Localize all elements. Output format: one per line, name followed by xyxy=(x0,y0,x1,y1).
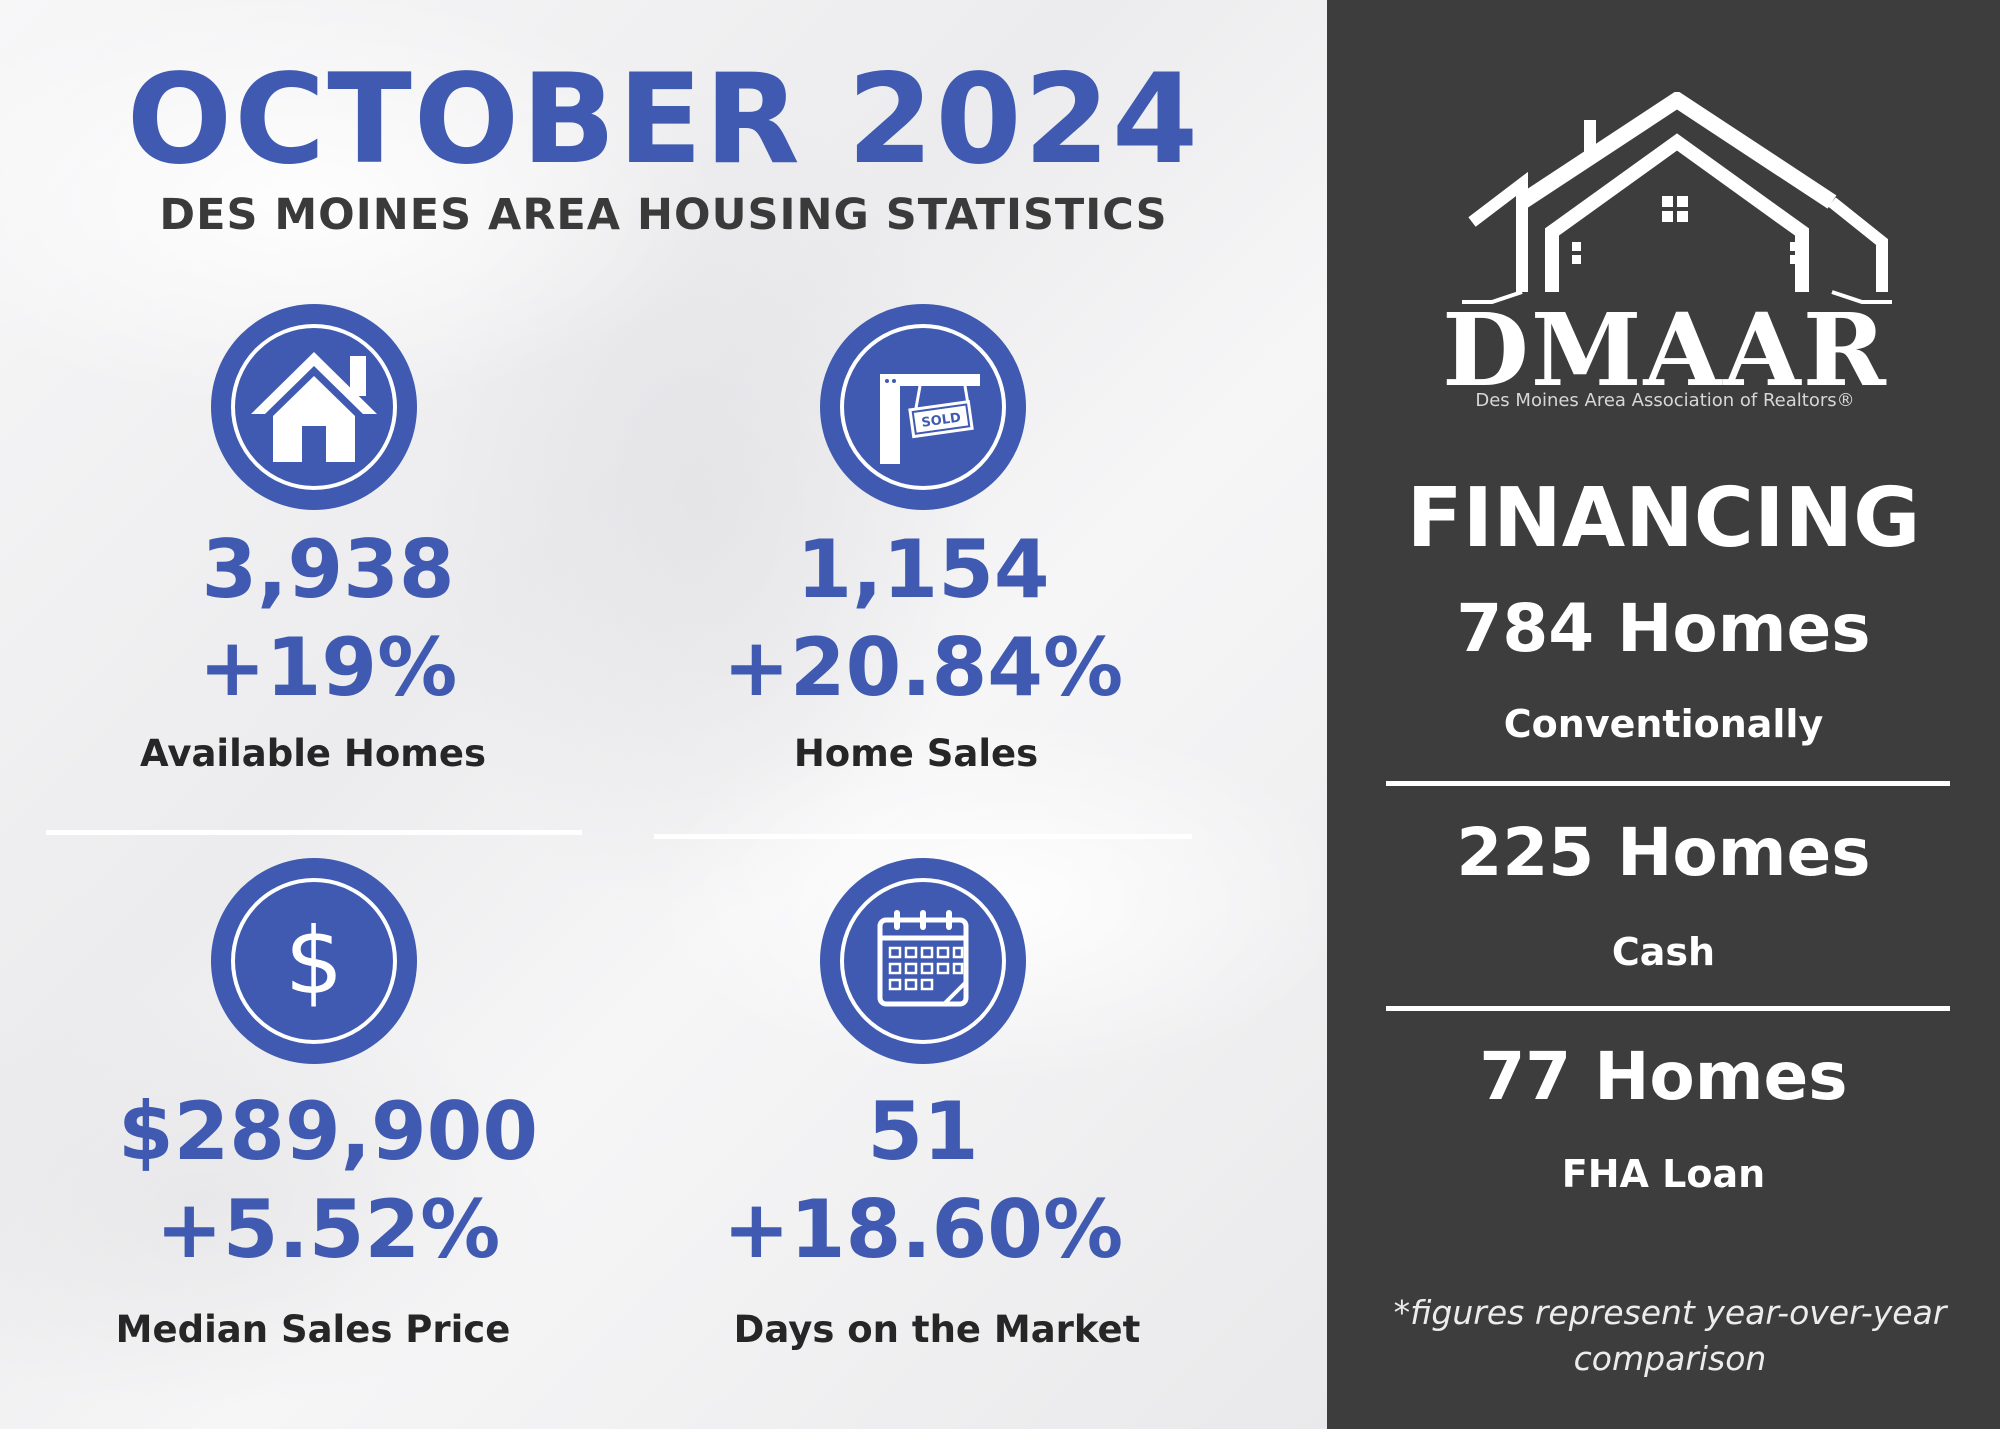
dmaar-logo xyxy=(1462,92,1892,304)
financing-divider-1 xyxy=(1386,781,1950,786)
home-sales-label: Home Sales xyxy=(793,732,1039,775)
days-on-market-label: Days on the Market xyxy=(733,1308,1141,1351)
page-title: OCTOBER 2024 xyxy=(126,48,1201,192)
dollar-icon: $ xyxy=(211,858,417,1064)
financing-cash-label: Cash xyxy=(1611,930,1716,974)
financing-conventional-count: 784 Homes xyxy=(1456,590,1871,667)
available-homes-value: 3,938 xyxy=(201,523,455,616)
logo-tagline: Des Moines Area Association of Realtors® xyxy=(1475,390,1855,411)
logo-name: DMAAR xyxy=(1442,291,1888,409)
median-price-label: Median Sales Price xyxy=(115,1308,511,1351)
financing-panel xyxy=(1327,0,2000,1429)
days-on-market-value: 51 xyxy=(867,1085,979,1178)
divider-left xyxy=(46,830,582,835)
svg-text:$: $ xyxy=(285,908,344,1015)
financing-fha-label: FHA Loan xyxy=(1561,1152,1766,1196)
available-homes-label: Available Homes xyxy=(140,732,486,775)
stats-panel xyxy=(0,0,1327,1429)
financing-fha-count: 77 Homes xyxy=(1479,1038,1848,1115)
financing-divider-2 xyxy=(1386,1006,1950,1011)
median-price-change: +5.52% xyxy=(155,1183,501,1276)
financing-conventional-label: Conventionally xyxy=(1503,702,1824,746)
sign-label: SOLD xyxy=(921,410,962,430)
home-sales-value: 1,154 xyxy=(796,523,1050,616)
sold-sign-icon: SOLD xyxy=(820,304,1026,510)
days-on-market-change: +18.60% xyxy=(722,1183,1124,1276)
page-subtitle: DES MOINES AREA HOUSING STATISTICS xyxy=(159,190,1168,240)
calendar-icon xyxy=(820,858,1026,1064)
home-sales-change: +20.84% xyxy=(722,621,1124,714)
house-icon xyxy=(211,304,417,510)
financing-cash-count: 225 Homes xyxy=(1456,814,1871,891)
available-homes-change: +19% xyxy=(198,621,458,714)
financing-heading: FINANCING xyxy=(1406,471,1921,566)
divider-right xyxy=(654,834,1192,839)
median-price-value: $289,900 xyxy=(117,1085,539,1178)
footnote: *figures represent year-over-year compar… xyxy=(1393,1293,1947,1379)
